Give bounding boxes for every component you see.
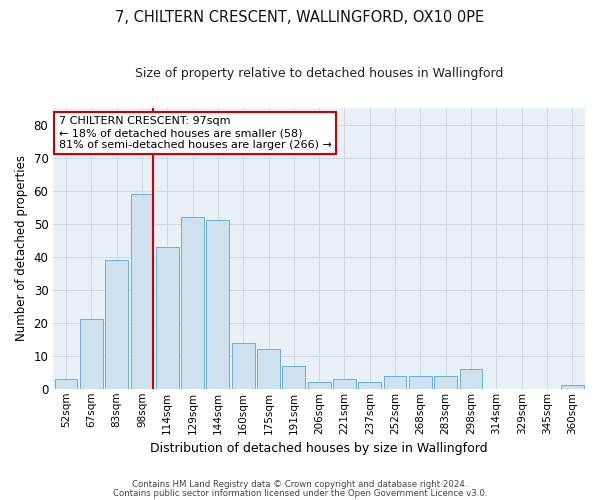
Bar: [384, 376, 406, 389]
Bar: [460, 369, 482, 389]
Bar: [434, 376, 457, 389]
Bar: [308, 382, 331, 389]
Bar: [131, 194, 154, 389]
Bar: [55, 379, 77, 389]
Bar: [206, 220, 229, 389]
Bar: [409, 376, 432, 389]
Bar: [232, 342, 254, 389]
Title: Size of property relative to detached houses in Wallingford: Size of property relative to detached ho…: [135, 68, 503, 80]
X-axis label: Distribution of detached houses by size in Wallingford: Distribution of detached houses by size …: [151, 442, 488, 455]
Text: Contains HM Land Registry data © Crown copyright and database right 2024.: Contains HM Land Registry data © Crown c…: [132, 480, 468, 489]
Bar: [105, 260, 128, 389]
Bar: [283, 366, 305, 389]
Text: 7, CHILTERN CRESCENT, WALLINGFORD, OX10 0PE: 7, CHILTERN CRESCENT, WALLINGFORD, OX10 …: [115, 10, 485, 25]
Bar: [156, 247, 179, 389]
Bar: [181, 217, 204, 389]
Bar: [80, 320, 103, 389]
Y-axis label: Number of detached properties: Number of detached properties: [15, 156, 28, 342]
Bar: [257, 349, 280, 389]
Text: Contains public sector information licensed under the Open Government Licence v3: Contains public sector information licen…: [113, 489, 487, 498]
Bar: [561, 386, 584, 389]
Text: 7 CHILTERN CRESCENT: 97sqm
← 18% of detached houses are smaller (58)
81% of semi: 7 CHILTERN CRESCENT: 97sqm ← 18% of deta…: [59, 116, 331, 150]
Bar: [333, 379, 356, 389]
Bar: [358, 382, 381, 389]
